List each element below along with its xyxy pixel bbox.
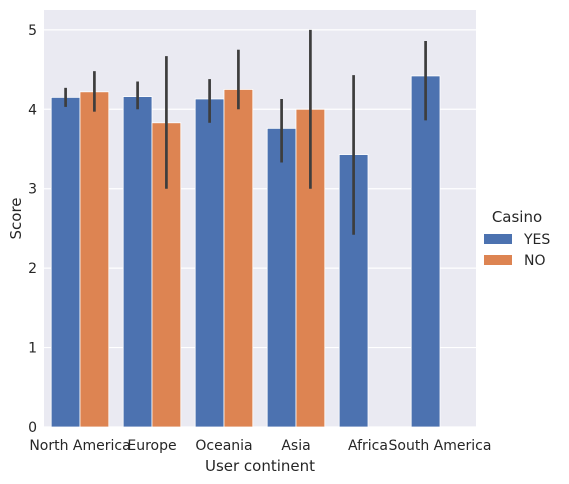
plot-area xyxy=(44,10,476,428)
legend-label-no: NO xyxy=(524,253,546,269)
y-tick-label: 0 xyxy=(28,420,37,436)
bar-yes-3 xyxy=(266,127,297,428)
legend-swatch-no xyxy=(484,255,512,265)
y-tick-label: 2 xyxy=(28,261,37,277)
bar-no-2 xyxy=(223,89,254,428)
bar-yes-5 xyxy=(410,75,441,428)
x-tick-label: Asia xyxy=(281,438,310,454)
y-tick-label: 5 xyxy=(28,23,37,39)
bars xyxy=(50,75,441,428)
bar-yes-2 xyxy=(194,98,225,428)
y-tick-labels: 0 1 2 3 4 5 xyxy=(28,23,37,436)
x-tick-label: North America xyxy=(29,438,130,454)
bar-yes-0 xyxy=(50,96,81,428)
plot-background xyxy=(44,10,476,427)
grid-lines xyxy=(44,29,476,428)
legend-label-yes: YES xyxy=(523,232,550,248)
error-bars xyxy=(64,29,427,235)
x-tick-label: South America xyxy=(389,438,492,454)
y-tick-label: 4 xyxy=(28,102,37,118)
legend-items: YES NO xyxy=(484,232,550,269)
x-tick-label: Africa xyxy=(348,438,388,454)
bar-yes-1 xyxy=(122,96,153,428)
y-tick-label: 1 xyxy=(28,341,37,357)
x-axis-label: User continent xyxy=(205,457,315,475)
bar-no-0 xyxy=(79,91,110,428)
x-tick-label: Oceania xyxy=(195,438,252,454)
legend-swatch-yes xyxy=(484,234,512,244)
y-tick-label: 3 xyxy=(28,182,37,198)
legend-title: Casino xyxy=(492,208,542,226)
legend: Casino YES NO xyxy=(484,208,550,269)
x-tick-label: Europe xyxy=(127,438,176,454)
y-axis-label: Score xyxy=(7,197,25,239)
